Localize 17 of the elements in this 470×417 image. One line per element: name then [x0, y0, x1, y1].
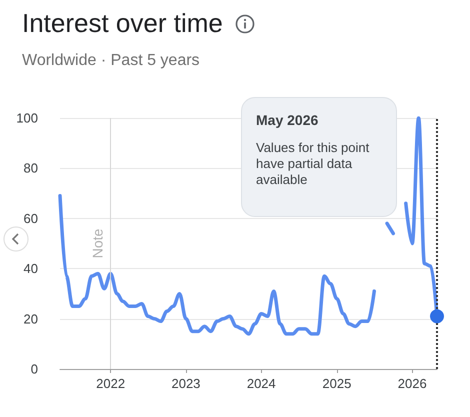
x-tick-label: 2026: [398, 376, 427, 391]
chart-subtitle: Worldwide · Past 5 years: [22, 52, 200, 70]
y-tick-label: 0: [30, 362, 38, 376]
y-tick-label: 100: [16, 110, 38, 126]
y-tick-label: 80: [24, 160, 38, 176]
x-tick-label: 2024: [246, 376, 276, 391]
x-tick-label: 2023: [171, 376, 200, 391]
tooltip-card: May 2026 Values for this point have partial data available: [241, 97, 397, 217]
y-tick-label: 60: [24, 210, 38, 226]
x-tick-label: 2025: [322, 376, 352, 391]
annotation: Values for this point have partial data available: [256, 140, 370, 188]
ref-line-label: Note: [90, 228, 106, 258]
annotation: May 2026: [256, 112, 320, 128]
y-tick-label: 20: [24, 311, 38, 326]
y-tick-label: 40: [24, 261, 38, 276]
x-tick-label: 2022: [96, 376, 126, 391]
chart-title: Interest over time: [22, 8, 223, 39]
